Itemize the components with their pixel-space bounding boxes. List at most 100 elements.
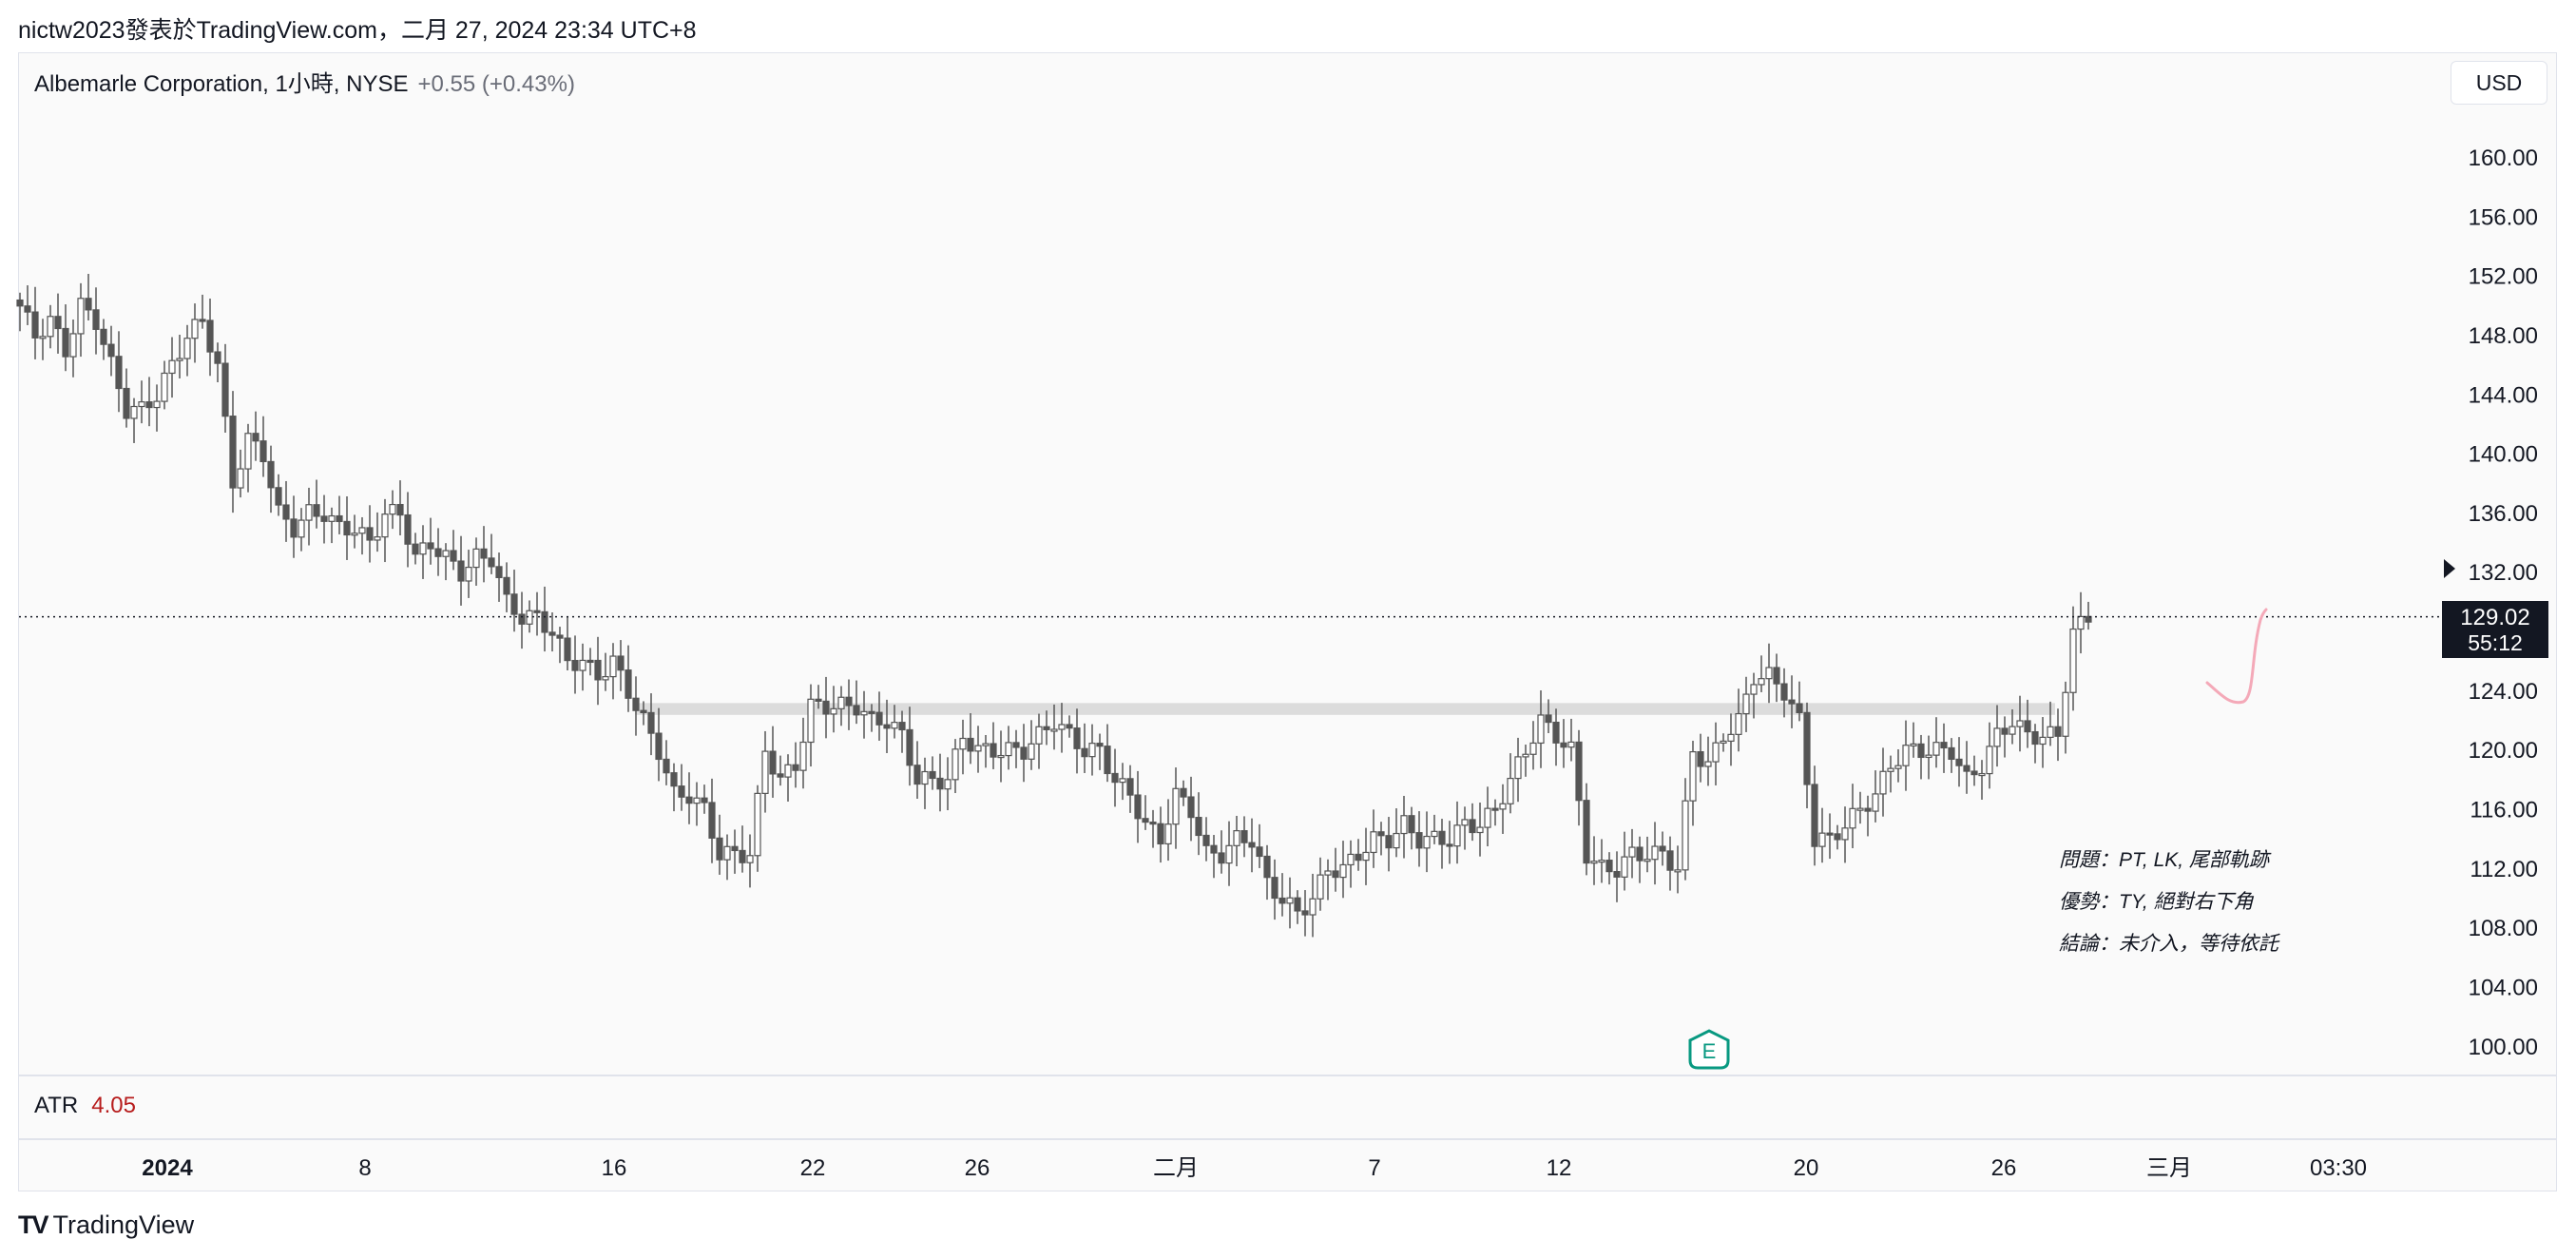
candle-body [632,697,640,711]
candle [921,757,929,809]
candle [488,533,495,574]
candle-body [625,669,632,699]
candle [1476,803,1484,857]
candle [199,294,206,329]
candle [252,411,260,461]
candle [739,825,746,873]
candle-body [594,659,602,681]
candle-body [1894,765,1902,769]
candle-body [1233,830,1240,846]
candle [472,537,480,586]
candle [1058,703,1066,753]
candle [1940,723,1948,773]
candle [1393,808,1400,858]
earnings-marker[interactable]: E [1688,1029,1730,1070]
chart-frame[interactable] [18,52,2557,1191]
candle [1339,841,1347,899]
candle [1202,817,1210,862]
tradingview-brand[interactable]: TV TradingView [18,1211,194,1240]
candle [1507,753,1514,814]
candle [130,397,138,443]
candle-body [1058,724,1066,730]
candle [1119,763,1126,801]
candle-body [1286,897,1294,904]
candle [244,423,252,493]
candle-body [472,548,480,569]
candle-body [168,359,176,375]
candle [1780,668,1788,718]
candle-body [609,655,617,678]
candle-body [2039,736,2047,746]
candle-body [784,764,792,778]
candle-body [564,637,571,662]
x-tick-label: 16 [602,1155,627,1181]
candle-body [1370,831,1377,854]
candle [1035,713,1043,769]
atr-legend[interactable]: ATR 4.05 [34,1093,136,1119]
candle [1932,717,1940,768]
candle [1149,809,1157,848]
y-tick-label: 108.00 [2469,916,2538,941]
y-tick-label: 124.00 [2469,679,2538,705]
candle-body [24,305,31,313]
candle [967,713,974,765]
x-tick-label: 20 [1794,1155,1819,1181]
candle [883,699,891,754]
candle [100,319,107,360]
candle [754,784,761,872]
candle-body [85,298,92,311]
candle-body [1552,721,1560,744]
candle [427,517,434,565]
candle-body [1309,898,1317,916]
candle-body [145,401,153,409]
candle [1408,806,1415,850]
candle-body [982,743,990,746]
candle-body [1142,818,1149,823]
candle [381,498,389,563]
candle [1210,835,1218,879]
candle [24,285,31,325]
candle [1005,726,1012,770]
candle-body [1932,742,1940,756]
candle [1180,780,1187,806]
candle [853,680,860,725]
candle-body [701,797,708,804]
candle-body [510,593,518,615]
atr-label: ATR [34,1093,79,1118]
x-tick-label: 12 [1547,1155,1572,1181]
candle-body [2054,726,2062,737]
candle-body [875,711,883,726]
candle [412,533,419,565]
candle [1233,815,1240,866]
candle [1689,741,1697,826]
candle-body [244,433,252,470]
annotation-notes[interactable]: 問題：PT, LK, 尾部軌跡 優勢：TY, 絕對右下角 結論：未介入，等待依託 [2059,849,2280,955]
candle [328,507,336,544]
candle-body [1849,807,1856,829]
candle [1240,816,1248,858]
candle-body [929,770,936,780]
candle [1826,813,1834,860]
candle [1126,765,1134,813]
candle-body [1925,754,1932,759]
currency-button[interactable]: USD [2451,61,2547,105]
candle-body [1598,860,1605,863]
candle [2024,699,2031,748]
candle [1271,859,1278,920]
candle [974,726,982,773]
candle [1727,713,1735,766]
candle [1872,770,1879,823]
candle [1317,857,1324,911]
candle-body [2009,726,2016,735]
candle-body [2024,720,2031,733]
candle-body [434,548,442,557]
candle-body [1377,831,1385,837]
candle [1628,828,1636,879]
symbol-legend[interactable]: Albemarle Corporation, 1小時, NYSE +0.55 (+… [34,65,575,98]
candle-body [2085,615,2092,623]
candle [495,552,503,602]
candle [1461,806,1469,850]
candle-body [1605,860,1613,873]
candle-body [495,566,503,578]
